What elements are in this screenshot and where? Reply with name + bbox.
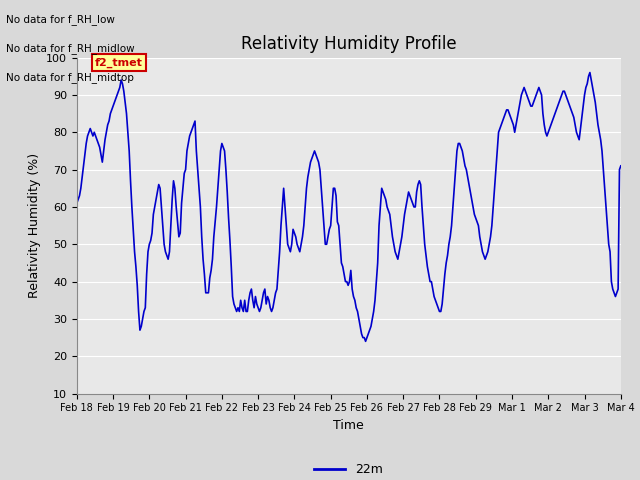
Text: f2_tmet: f2_tmet — [95, 58, 143, 68]
Text: No data for f_RH_low: No data for f_RH_low — [6, 14, 115, 25]
Text: No data for f_RH_midlow: No data for f_RH_midlow — [6, 43, 135, 54]
X-axis label: Time: Time — [333, 419, 364, 432]
Text: No data for f_RH_midtop: No data for f_RH_midtop — [6, 72, 134, 83]
Title: Relativity Humidity Profile: Relativity Humidity Profile — [241, 35, 456, 53]
Legend: 22m: 22m — [309, 458, 388, 480]
Y-axis label: Relativity Humidity (%): Relativity Humidity (%) — [28, 153, 40, 298]
